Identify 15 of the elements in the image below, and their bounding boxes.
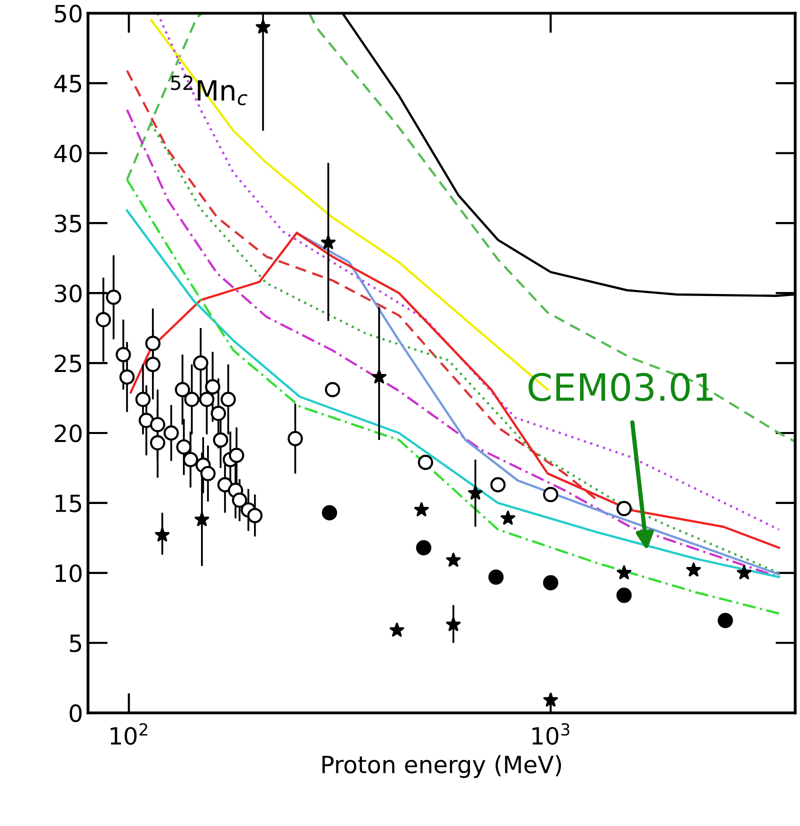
y-tick-label: 40 bbox=[54, 144, 82, 162]
y-tick-label: 30 bbox=[54, 284, 82, 302]
y-tick-label: 35 bbox=[54, 214, 82, 232]
y-tick-label: 25 bbox=[54, 354, 82, 372]
y-tick-label: 5 bbox=[70, 634, 82, 652]
y-tick-label: 20 bbox=[54, 424, 82, 442]
x-tick-label: 10$^{2}$ bbox=[110, 723, 148, 745]
y-tick-label: 0 bbox=[70, 704, 82, 722]
y-tick-label: 10 bbox=[56, 564, 82, 582]
x-tick-label: 10$^{3}$ bbox=[532, 723, 570, 745]
y-tick-label: 45 bbox=[54, 74, 82, 92]
y-tick-label: 15 bbox=[56, 494, 82, 512]
annotation: CEM03.01 bbox=[528, 372, 713, 402]
x-axis-title: Proton energy (MeV) bbox=[322, 755, 562, 778]
y-tick-label: 50 bbox=[54, 4, 82, 23]
